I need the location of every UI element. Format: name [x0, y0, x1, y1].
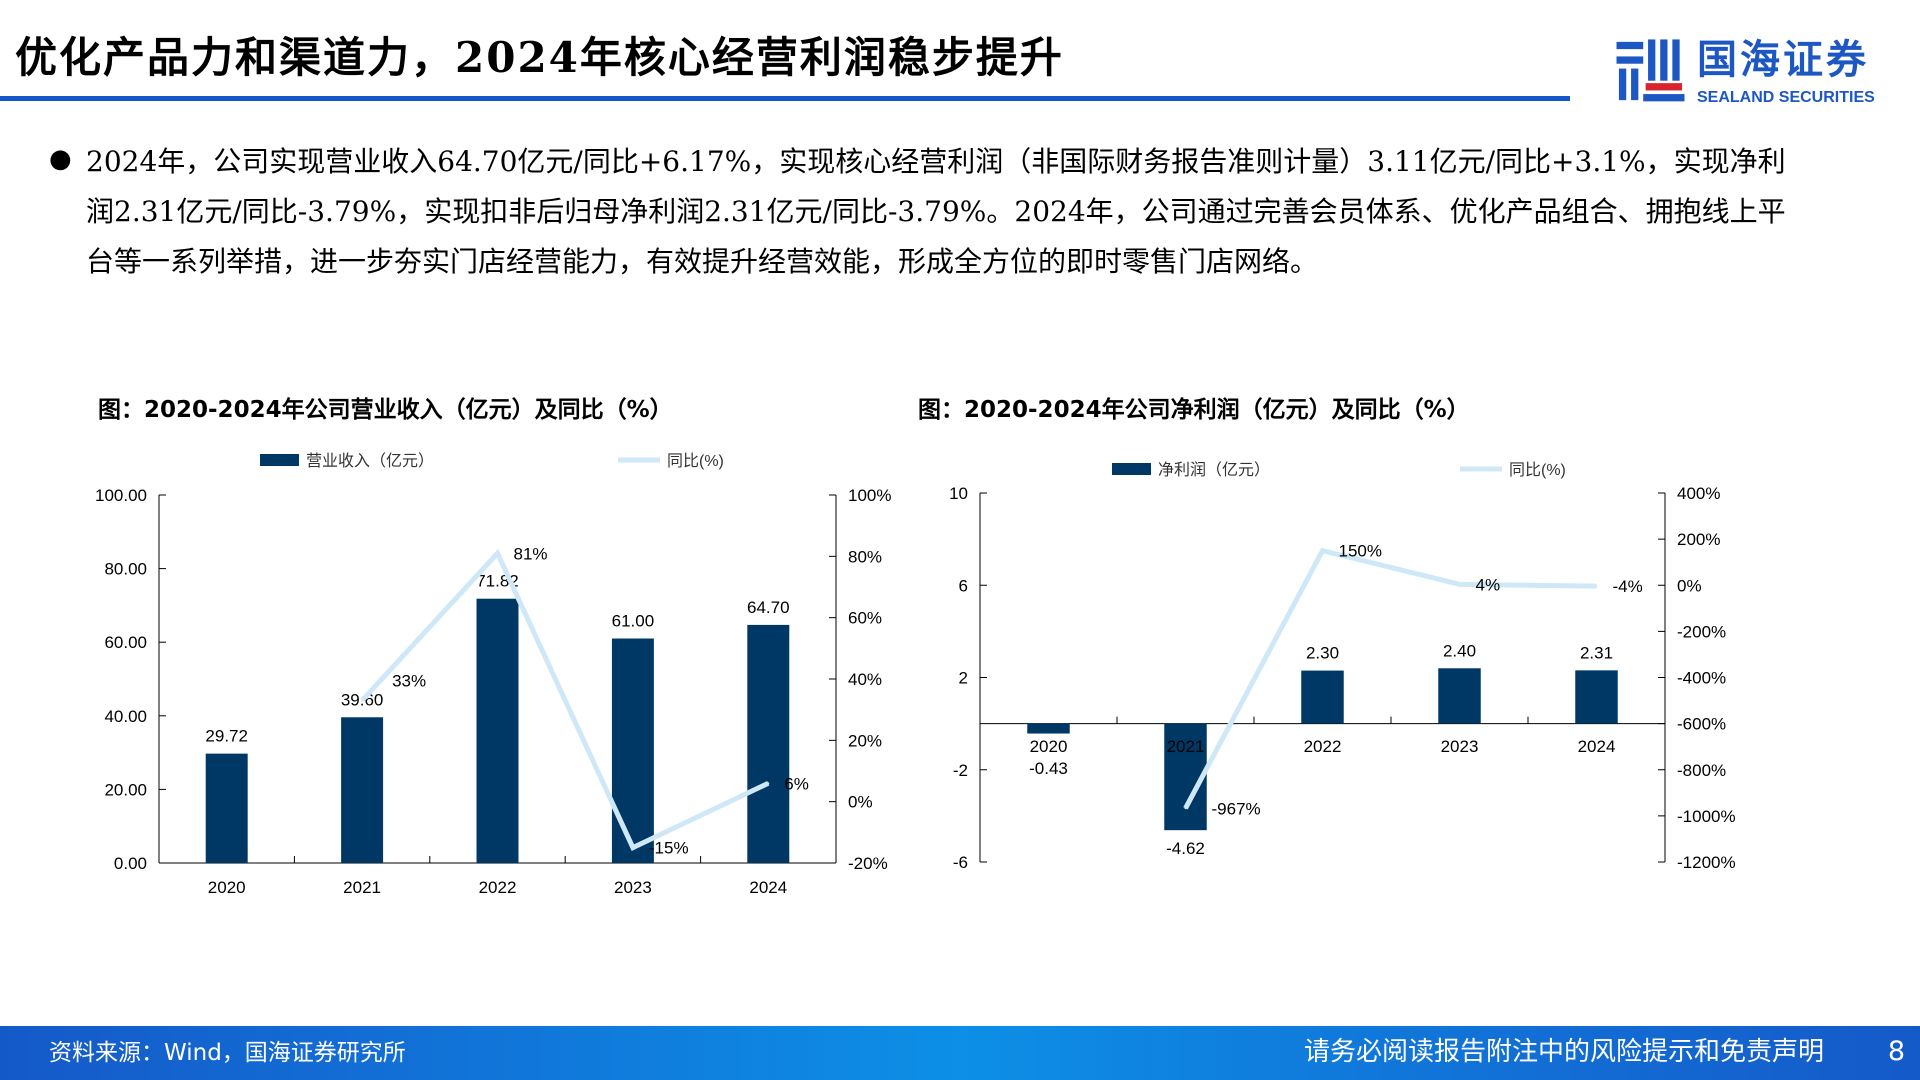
legend-bar-label: 净利润（亿元）	[1158, 461, 1270, 479]
bar-value-label: 29.72	[205, 727, 248, 746]
bar-2023	[1438, 668, 1481, 724]
right-tick-label: 400%	[1677, 484, 1720, 503]
left-tick-label: -2	[953, 761, 968, 780]
bar-2020	[205, 753, 248, 863]
x-tick-label: 2021	[343, 878, 381, 897]
bar-value-label: 2.30	[1306, 644, 1339, 663]
bar-2022	[1301, 670, 1344, 724]
yoy-point	[1321, 549, 1324, 552]
x-tick-label: 2020	[208, 878, 246, 897]
revenue-chart: 营业收入（亿元） 同比(%) 0.00 20.00 40.00 60.00 80.00 100…	[95, 452, 891, 897]
source-note: 资料来源：Wind，国海证券研究所	[49, 1040, 406, 1066]
right-tick-label: 40%	[848, 670, 882, 689]
yoy-value-label: -15%	[649, 839, 689, 858]
right-tick-label: 0%	[1677, 576, 1702, 595]
footer-bar: 资料来源：Wind，国海证券研究所 请务必阅读报告附注中的风险提示和免责声明 8	[0, 1026, 1920, 1080]
logo-text-en: SEALAND SECURITIES	[1697, 89, 1875, 106]
profit-chart-title: 图：2020-2024年公司净利润（亿元）及同比（%）	[918, 397, 1470, 423]
right-tick-label: 100%	[848, 486, 891, 505]
bar-2020	[1027, 723, 1070, 734]
title-divider	[0, 96, 1570, 101]
x-tick-label: 2024	[1578, 737, 1616, 756]
summary-paragraph: 2024年，公司实现营业收入64.70亿元/同比+6.17%，实现核心经营利润（…	[86, 145, 1786, 278]
right-tick-label: -800%	[1677, 761, 1726, 780]
bar-value-label: 64.70	[747, 598, 790, 617]
x-tick-label: 2024	[749, 878, 787, 897]
bar-2024	[1575, 670, 1618, 724]
right-tick-label: -400%	[1677, 669, 1726, 688]
legend-line-label: 同比(%)	[1509, 461, 1566, 479]
legend-bar-swatch	[1112, 463, 1151, 475]
yoy-line	[360, 548, 770, 852]
bar-value-label: -0.43	[1029, 759, 1068, 778]
right-tick-label: 200%	[1677, 530, 1720, 549]
logo-text-cn: 国海证券	[1697, 37, 1869, 83]
yoy-point	[496, 552, 499, 555]
right-tick-label: -1200%	[1677, 853, 1736, 872]
x-tick-label: 2022	[1304, 737, 1342, 756]
x-tick-label: 2020	[1030, 737, 1068, 756]
left-tick-label: 0.00	[114, 854, 147, 873]
net-profit-chart: 净利润（亿元） 同比(%) -6 -2 2 6 10 -1200% -1000% -800% -60…	[949, 461, 1736, 872]
bar-2024	[747, 624, 790, 863]
yoy-value-label: 33%	[392, 671, 426, 690]
right-tick-label: -1000%	[1677, 807, 1736, 826]
revenue-chart-title: 图：2020-2024年公司营业收入（亿元）及同比（%）	[98, 397, 673, 423]
bar-value-label: 61.00	[612, 612, 655, 631]
right-tick-label: 0%	[848, 793, 873, 812]
yoy-point	[767, 782, 770, 785]
left-tick-label: 100.00	[95, 486, 147, 505]
yoy-value-label: 81%	[514, 544, 548, 563]
bar-2022	[476, 598, 519, 863]
left-tick-label: 2	[959, 669, 968, 688]
right-tick-label: -200%	[1677, 622, 1726, 641]
yoy-value-label: 6%	[784, 774, 809, 793]
left-tick-label: 6	[959, 576, 968, 595]
bar-2023	[611, 638, 654, 863]
yoy-point	[361, 699, 364, 702]
company-logo: 国海证券 SEALAND SECURITIES	[1614, 37, 1884, 111]
left-tick-label: 10	[949, 484, 968, 503]
yoy-value-label: 4%	[1476, 575, 1501, 594]
legend-line-label: 同比(%)	[667, 452, 724, 470]
yoy-point	[631, 846, 634, 849]
x-tick-label: 2021	[1167, 737, 1205, 756]
bar-2021	[341, 717, 384, 863]
right-tick-label: -20%	[848, 854, 888, 873]
right-tick-label: 20%	[848, 731, 882, 750]
right-tick-label: 60%	[848, 609, 882, 628]
left-tick-label: 60.00	[104, 633, 147, 652]
bullet-icon: ●	[49, 144, 72, 174]
slide-title: 优化产品力和渠道力，2024年核心经营利润稳步提升	[15, 33, 1064, 82]
disclaimer: 请务必阅读报告附注中的风险提示和免责声明	[1303, 1037, 1824, 1067]
right-tick-label: 80%	[848, 547, 882, 566]
left-tick-label: 40.00	[104, 707, 147, 726]
yoy-point	[1595, 585, 1598, 588]
yoy-line	[1183, 547, 1597, 810]
legend-bar-label: 营业收入（亿元）	[306, 452, 434, 470]
x-tick-label: 2023	[614, 878, 652, 897]
left-tick-label: 80.00	[104, 560, 147, 579]
x-tick-label: 2023	[1441, 737, 1479, 756]
bar-value-label: -4.62	[1166, 839, 1205, 858]
yoy-point	[1184, 807, 1187, 810]
page-number: 8	[1887, 1036, 1905, 1067]
yoy-value-label: 150%	[1339, 542, 1382, 561]
x-tick-label: 2022	[479, 878, 517, 897]
bar-value-label: 2.31	[1580, 643, 1613, 662]
legend-bar-swatch	[260, 454, 299, 466]
left-tick-label: 20.00	[104, 780, 147, 799]
right-tick-label: -600%	[1677, 715, 1726, 734]
bar-value-label: 2.40	[1443, 641, 1476, 660]
yoy-value-label: -4%	[1613, 577, 1643, 596]
yoy-point	[1458, 583, 1461, 586]
left-tick-label: -6	[953, 853, 968, 872]
sealand-logo-icon	[1616, 39, 1685, 102]
yoy-value-label: -967%	[1212, 799, 1261, 818]
